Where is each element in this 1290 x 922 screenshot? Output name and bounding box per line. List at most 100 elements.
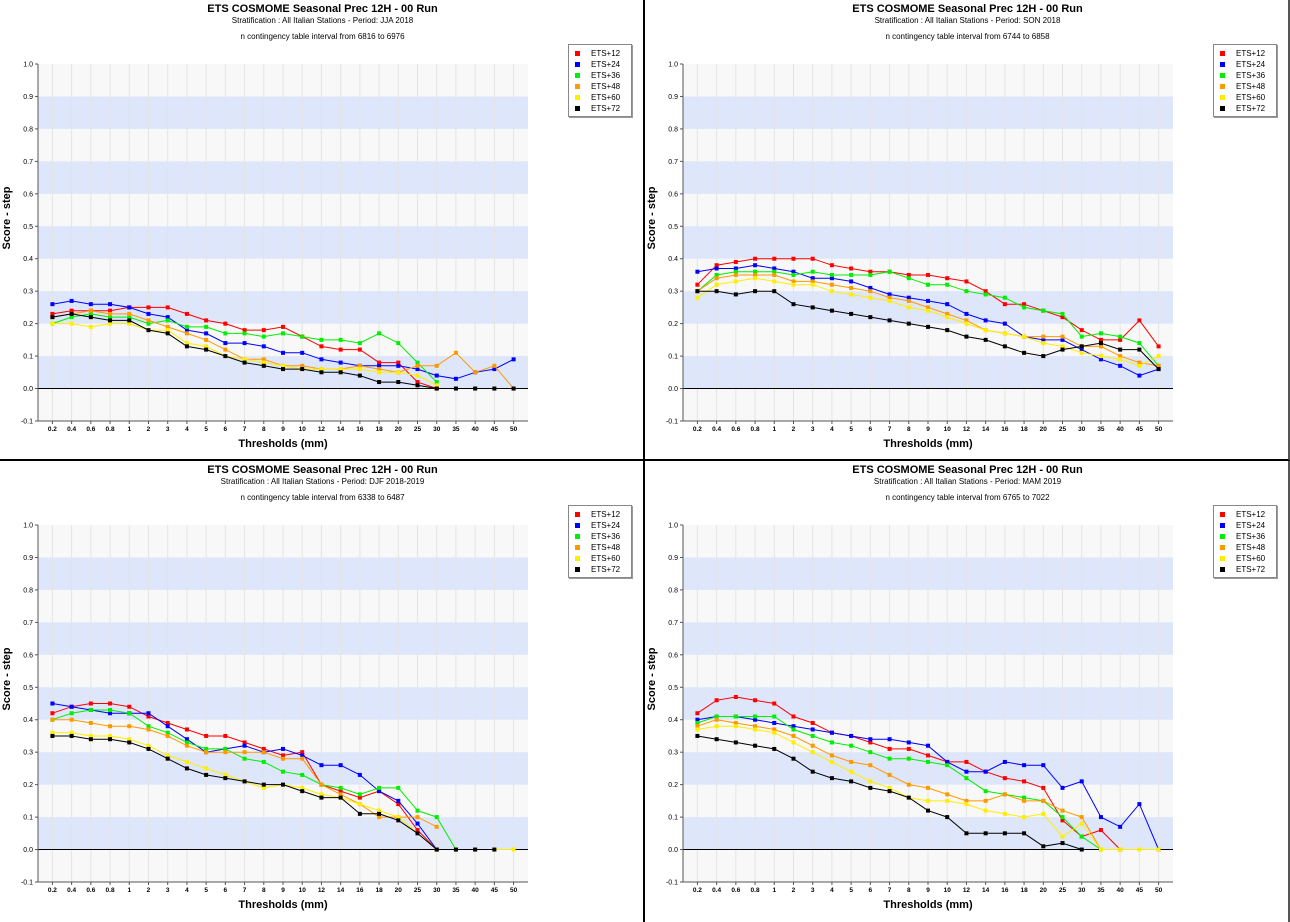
data-point — [50, 711, 55, 716]
x-tick-label: 12 — [318, 887, 326, 894]
y-tick-label: 0.5 — [23, 685, 33, 692]
data-point — [791, 756, 796, 761]
data-point — [868, 289, 873, 294]
data-point — [772, 714, 777, 719]
x-tick-label: 16 — [356, 426, 364, 433]
data-point — [184, 344, 189, 349]
chart-title: ETS COSMOME Seasonal Prec 12H - 00 Run — [207, 464, 438, 476]
data-point — [511, 357, 516, 362]
legend-label: ETS+60 — [591, 93, 621, 102]
data-point — [281, 367, 285, 372]
data-point — [1041, 354, 1046, 359]
data-point — [300, 772, 305, 777]
chart-legend: ETS+12 ETS+24 ETS+36 ETS+48 ETS+60 ETS+72 — [568, 505, 632, 578]
data-point — [357, 363, 362, 368]
data-point — [338, 785, 343, 790]
data-point — [146, 711, 151, 716]
y-tick-label: 0.2 — [23, 782, 33, 789]
y-tick-label: 0.1 — [668, 354, 678, 361]
data-point — [1002, 295, 1007, 300]
data-point — [1098, 331, 1103, 336]
data-point — [1137, 360, 1142, 365]
y-tick-label: 0.8 — [668, 587, 678, 594]
data-point — [453, 376, 458, 381]
data-point — [204, 733, 209, 738]
data-point — [146, 743, 151, 748]
x-tick-label: 45 — [1136, 426, 1144, 433]
data-point — [261, 782, 266, 787]
legend-swatch — [1220, 106, 1225, 111]
x-tick-label: 7 — [888, 426, 892, 433]
data-point — [415, 831, 420, 836]
data-point — [849, 266, 854, 271]
legend-label: ETS+72 — [591, 565, 621, 574]
legend-swatch — [575, 73, 580, 78]
data-point — [791, 727, 796, 732]
data-point — [377, 811, 382, 816]
data-point — [1002, 331, 1007, 336]
data-point — [281, 756, 285, 761]
y-axis-label: Score - step — [646, 186, 658, 250]
x-tick-label: 2 — [792, 426, 796, 433]
data-point — [1079, 328, 1084, 333]
x-tick-label: 14 — [982, 887, 990, 894]
data-point — [396, 370, 401, 375]
data-point — [1022, 831, 1027, 836]
data-point — [69, 711, 74, 716]
y-tick-label: 0.1 — [23, 354, 33, 361]
data-point — [300, 350, 305, 355]
data-point — [772, 701, 777, 706]
data-point — [810, 727, 815, 732]
data-point — [204, 344, 209, 349]
data-point — [753, 724, 758, 729]
x-tick-label: 5 — [849, 887, 853, 894]
data-point — [69, 717, 74, 722]
data-point — [204, 331, 209, 336]
data-point — [753, 272, 758, 277]
data-point — [1098, 354, 1103, 359]
data-point — [108, 321, 113, 326]
data-point — [906, 276, 911, 281]
data-point — [396, 798, 401, 803]
chart-legend: ETS+12 ETS+24 ETS+36 ETS+48 ETS+60 ETS+72 — [1213, 44, 1277, 117]
x-tick-label: 3 — [811, 426, 815, 433]
data-point — [146, 714, 151, 719]
data-point — [810, 282, 815, 287]
legend-item: ETS+12 — [1214, 509, 1276, 520]
data-point — [810, 256, 815, 261]
data-point — [695, 727, 700, 732]
data-point — [415, 821, 420, 826]
x-tick-label: 0.4 — [67, 887, 76, 894]
data-point — [926, 808, 930, 813]
x-tick-label: 14 — [982, 426, 990, 433]
data-point — [184, 740, 189, 745]
x-tick-label: 9 — [281, 887, 285, 894]
data-point — [415, 367, 420, 372]
data-point — [127, 305, 132, 310]
data-point — [906, 305, 911, 310]
data-point — [146, 727, 151, 732]
chart-title: ETS COSMOME Seasonal Prec 12H - 00 Run — [852, 3, 1083, 15]
data-point — [88, 737, 93, 742]
data-point — [204, 750, 209, 755]
y-tick-label: 0.9 — [23, 555, 33, 562]
y-tick-label: 1.0 — [668, 62, 678, 69]
y-tick-label: 0.4 — [23, 256, 33, 263]
data-point — [69, 315, 74, 320]
data-point — [791, 256, 796, 261]
data-point — [146, 318, 151, 323]
data-point — [377, 331, 382, 336]
data-point — [926, 753, 930, 758]
x-tick-label: 0.2 — [693, 887, 702, 894]
data-point — [964, 802, 969, 807]
data-point — [261, 750, 266, 755]
x-axis-label: Thresholds (mm) — [238, 438, 328, 450]
data-point — [695, 289, 700, 294]
legend-swatch — [575, 106, 580, 111]
data-point — [868, 269, 873, 274]
data-point — [453, 386, 458, 391]
data-point — [964, 279, 969, 284]
data-point — [1137, 341, 1142, 346]
data-point — [281, 746, 285, 751]
x-tick-label: 4 — [830, 887, 834, 894]
